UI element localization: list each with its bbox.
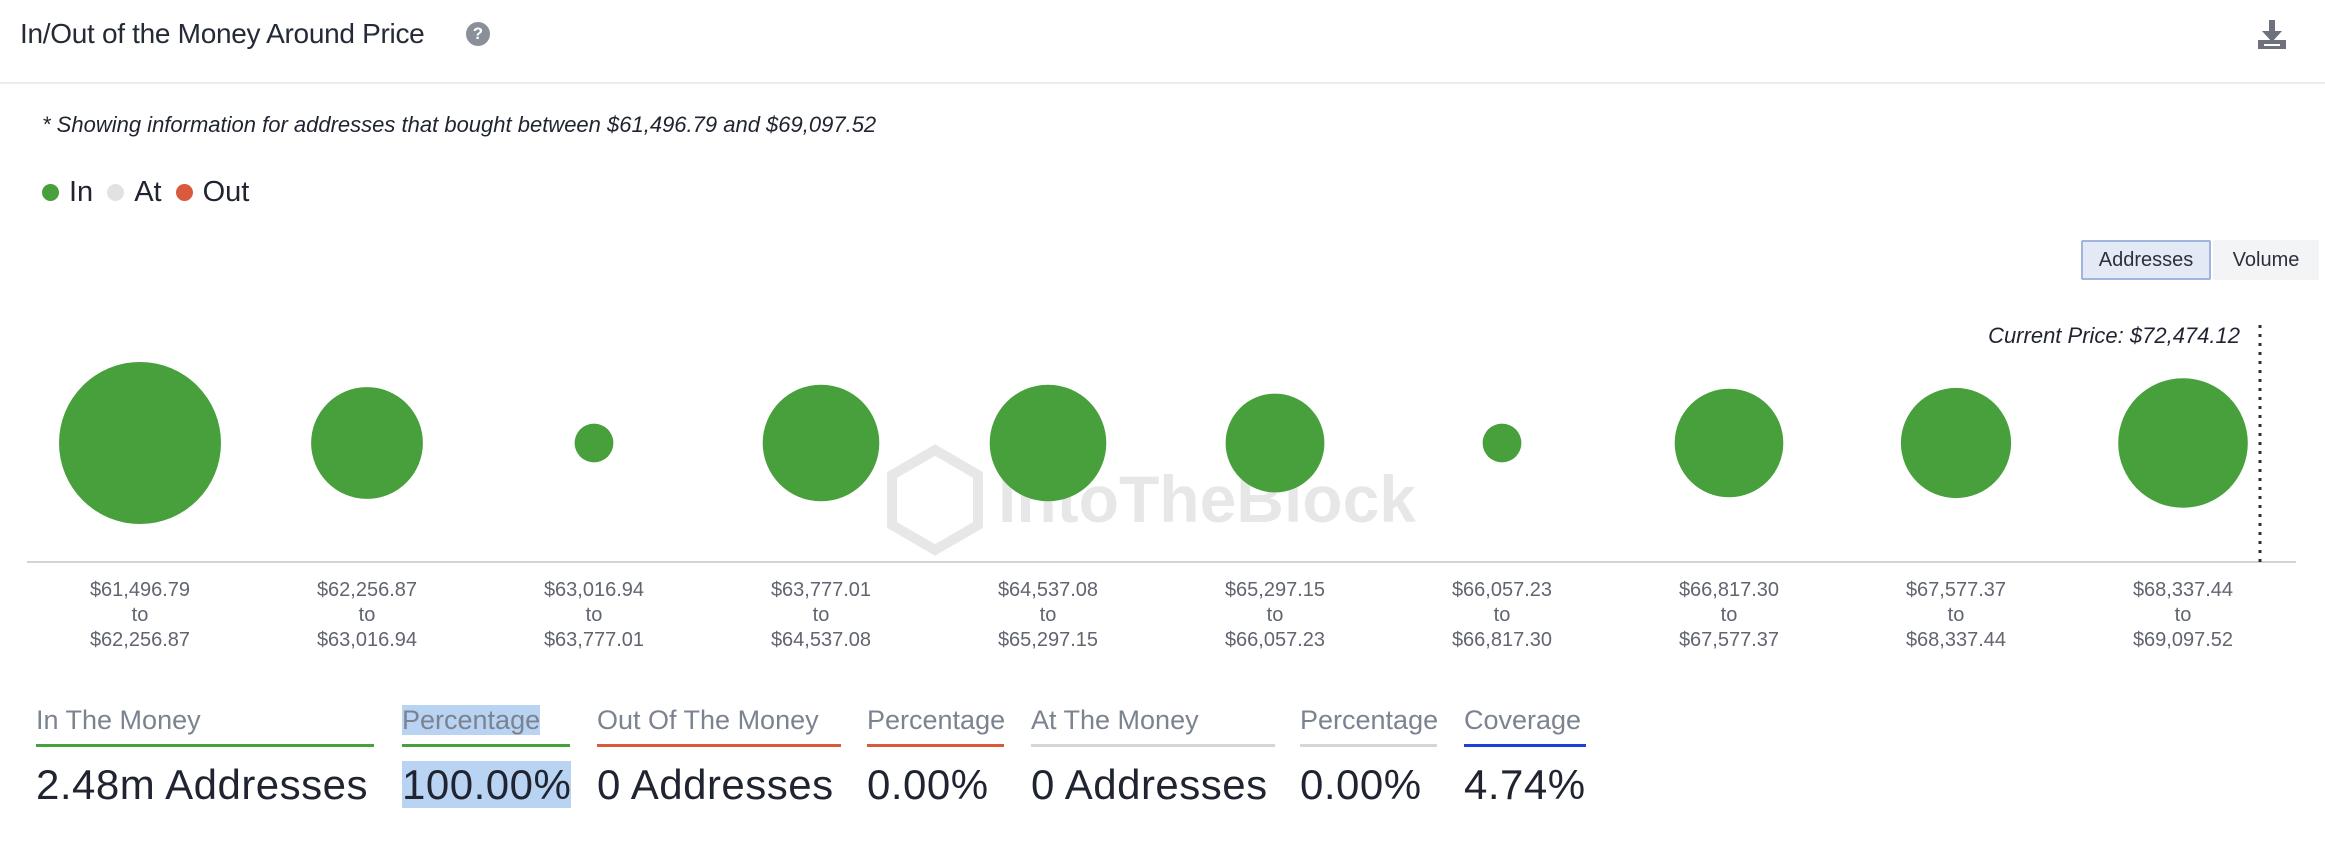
x-tick-connector: to bbox=[2175, 604, 2192, 626]
bubble-in bbox=[1674, 388, 1784, 498]
stat-in-percentage: Percentage 100.00% bbox=[402, 700, 572, 809]
stat-label: Percentage bbox=[402, 700, 570, 744]
stat-value: 0.00% bbox=[1300, 761, 1422, 808]
bubble-in bbox=[989, 384, 1107, 502]
stat-label: At The Money bbox=[1031, 705, 1199, 735]
x-tick-label: $67,577.37 bbox=[1906, 579, 2006, 601]
stat-value: 0 Addresses bbox=[597, 761, 834, 808]
bubble-in bbox=[1482, 423, 1522, 463]
x-tick-connector: to bbox=[1040, 604, 1057, 626]
stats-bar: In The Money 2.48m Addresses Percentage … bbox=[0, 700, 2325, 850]
stat-value: 0 Addresses bbox=[1031, 761, 1268, 808]
current-price-label: Current Price: $72,474.12 bbox=[1988, 323, 2240, 348]
stat-label: In The Money bbox=[36, 705, 201, 735]
x-tick-label: $68,337.44 bbox=[1906, 629, 2006, 651]
legend-item-in[interactable]: In bbox=[42, 176, 93, 209]
legend-item-out[interactable]: Out bbox=[175, 176, 250, 209]
watermark: IntoTheBlock bbox=[887, 444, 1416, 556]
bubble-in bbox=[59, 362, 221, 524]
x-tick-label: $66,057.23 bbox=[1225, 629, 1325, 651]
x-tick-connector: to bbox=[359, 604, 376, 626]
x-tick-label: $63,016.94 bbox=[544, 579, 644, 601]
stat-at-the-money: At The Money 0 Addresses bbox=[1031, 700, 1275, 809]
question-circle-icon[interactable]: ? bbox=[466, 22, 490, 46]
stat-label: Percentage bbox=[867, 705, 1006, 735]
stat-underline bbox=[36, 744, 374, 747]
legend-label-at: At bbox=[134, 176, 162, 208]
stat-label: Coverage bbox=[1464, 705, 1582, 735]
bubble-in bbox=[574, 423, 614, 463]
stat-underline bbox=[402, 744, 570, 747]
bubble-chart: IntoTheBlock $61,496.79 to $62,256.87 $62,25… bbox=[27, 323, 2296, 651]
stat-value: 4.74% bbox=[1464, 761, 1586, 808]
x-tick-label: $64,537.08 bbox=[771, 629, 871, 651]
x-tick-connector: to bbox=[1721, 604, 1738, 626]
stat-value-text: 100.00% bbox=[402, 761, 572, 808]
addresses-toggle-button[interactable]: Addresses bbox=[2081, 240, 2211, 280]
panel-header: In/Out of the Money Around Price ? bbox=[0, 0, 2325, 84]
x-tick-label: $65,297.15 bbox=[1225, 579, 1325, 601]
stat-out-of-the-money: Out Of The Money 0 Addresses bbox=[597, 700, 841, 809]
stat-label: Percentage bbox=[1300, 705, 1439, 735]
stat-out-percentage: Percentage 0.00% bbox=[867, 700, 1006, 809]
x-tick-label: $68,337.44 bbox=[2133, 579, 2233, 601]
x-tick-label: $66,817.30 bbox=[1679, 579, 1779, 601]
x-tick-label: $65,297.15 bbox=[998, 629, 1098, 651]
bubble-in bbox=[1900, 387, 2012, 499]
bubble-in bbox=[762, 384, 880, 502]
stat-underline bbox=[867, 744, 1004, 747]
page-title: In/Out of the Money Around Price bbox=[20, 18, 425, 49]
legend-label-in: In bbox=[69, 176, 94, 208]
x-tick-label: $64,537.08 bbox=[998, 579, 1098, 601]
stat-value: 2.48m Addresses bbox=[36, 761, 369, 808]
x-tick-label: $63,777.01 bbox=[771, 579, 871, 601]
stat-label-text: Percentage bbox=[402, 705, 541, 735]
stat-value: 100.00% bbox=[402, 761, 572, 809]
x-tick-connector: to bbox=[813, 604, 830, 626]
bubble-in bbox=[311, 387, 423, 499]
x-tick-connector: to bbox=[132, 604, 149, 626]
x-tick-label: $61,496.79 bbox=[90, 579, 190, 601]
legend-item-at[interactable]: At bbox=[107, 176, 162, 209]
x-tick-connector: to bbox=[1494, 604, 1511, 626]
x-tick-label: $62,256.87 bbox=[90, 629, 190, 651]
stat-underline bbox=[1300, 744, 1437, 747]
legend-dot-out bbox=[175, 184, 193, 201]
x-tick-connector: to bbox=[1267, 604, 1284, 626]
range-note: * Showing information for addresses that… bbox=[42, 112, 877, 137]
x-tick-label: $66,057.23 bbox=[1452, 579, 1552, 601]
x-tick-label: $62,256.87 bbox=[317, 579, 417, 601]
volume-toggle-button[interactable]: Volume bbox=[2213, 240, 2319, 280]
bubble-in bbox=[1225, 393, 1325, 493]
legend-dot-at bbox=[107, 184, 125, 201]
stat-underline bbox=[1031, 744, 1275, 747]
x-tick-connector: to bbox=[1948, 604, 1965, 626]
x-tick-label: $69,097.52 bbox=[2133, 629, 2233, 651]
x-tick-label: $63,777.01 bbox=[544, 629, 644, 651]
stat-underline bbox=[1464, 744, 1586, 747]
legend-label-out: Out bbox=[202, 176, 250, 208]
x-tick-label: $66,817.30 bbox=[1452, 629, 1552, 651]
x-tick-label: $67,577.37 bbox=[1679, 629, 1779, 651]
watermark-logo bbox=[887, 444, 983, 556]
bubble-in bbox=[2118, 378, 2248, 508]
x-tick-label: $63,016.94 bbox=[317, 629, 417, 651]
stat-coverage: Coverage 4.74% bbox=[1464, 700, 1586, 809]
stat-in-the-money: In The Money 2.48m Addresses bbox=[36, 700, 374, 809]
stat-value: 0.00% bbox=[867, 761, 989, 808]
stat-underline bbox=[597, 744, 841, 747]
download-icon[interactable] bbox=[2255, 18, 2289, 52]
stat-label: Out Of The Money bbox=[597, 705, 819, 735]
legend-dot-in bbox=[42, 184, 59, 201]
x-tick-connector: to bbox=[586, 604, 603, 626]
chart-legend: In At Out bbox=[42, 176, 263, 209]
stat-at-percentage: Percentage 0.00% bbox=[1300, 700, 1439, 809]
